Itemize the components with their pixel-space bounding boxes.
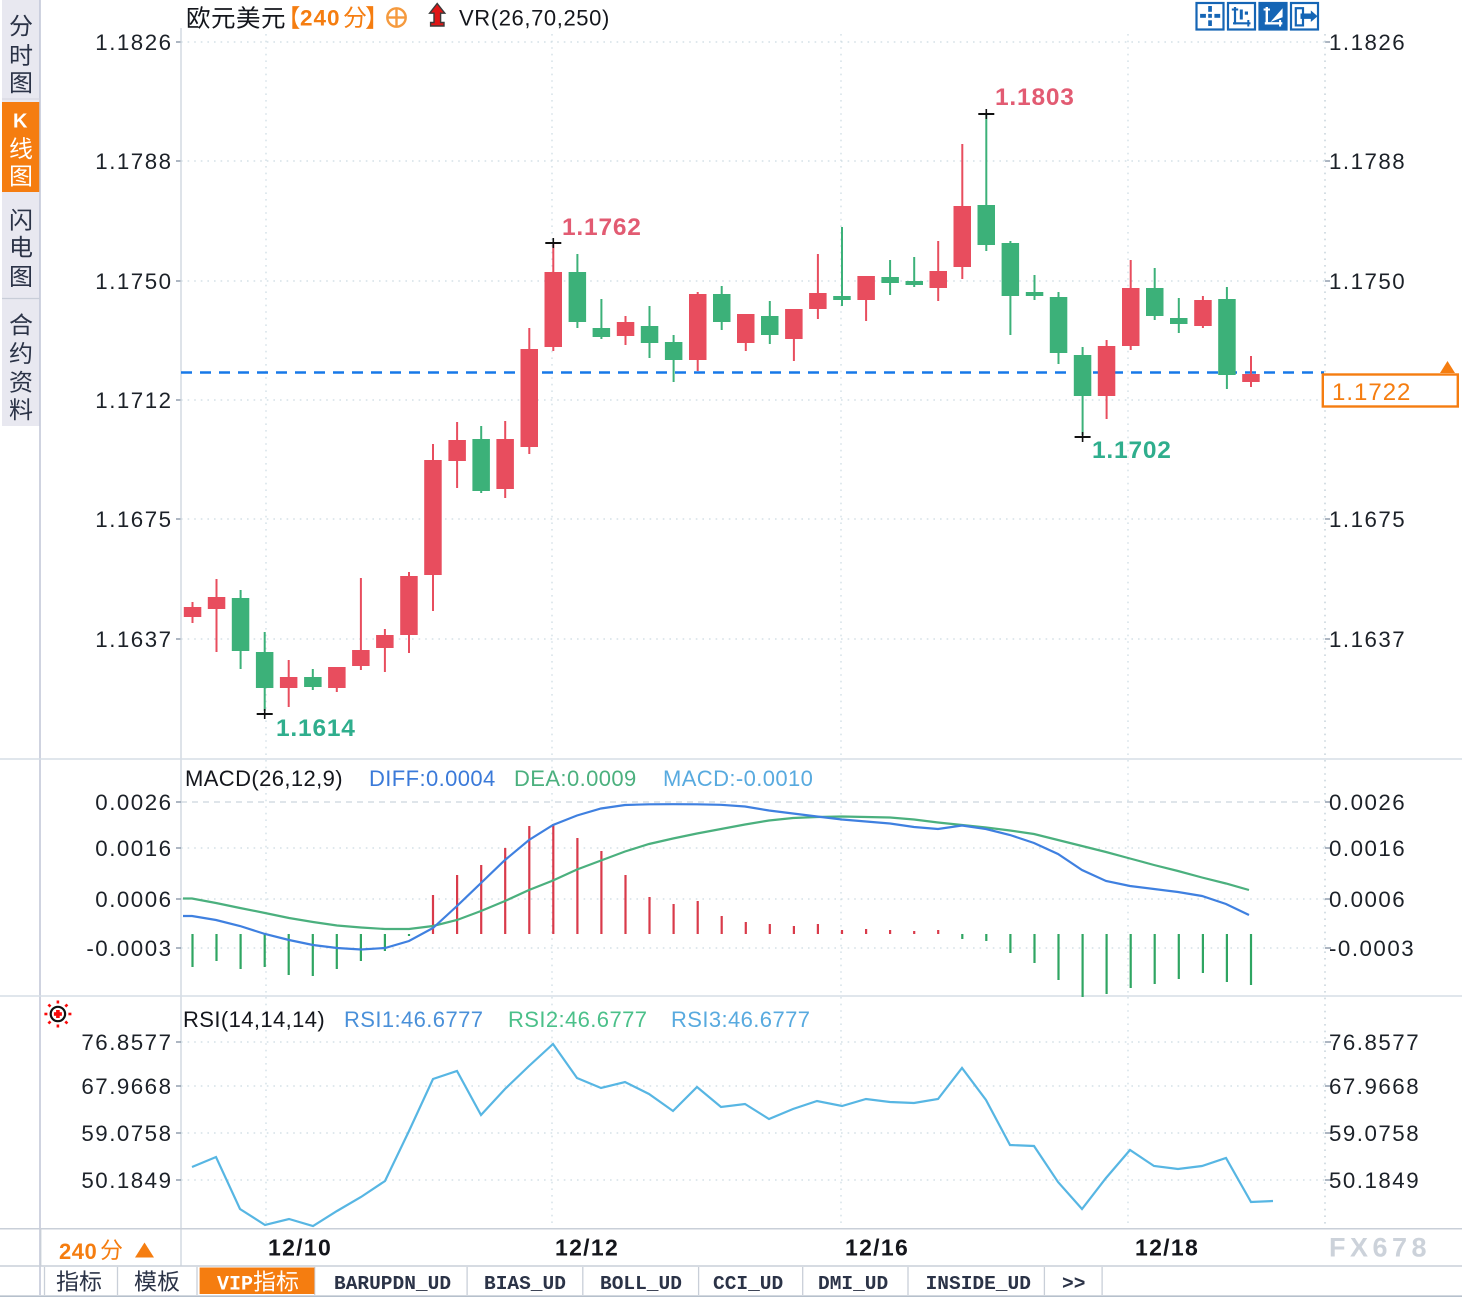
- svg-text:1.1826: 1.1826: [1329, 30, 1406, 55]
- svg-text:1.1826: 1.1826: [95, 30, 172, 55]
- svg-text:0.0026: 0.0026: [1329, 790, 1406, 815]
- svg-text:76.8577: 76.8577: [81, 1030, 172, 1055]
- svg-text:67.9668: 67.9668: [1329, 1074, 1420, 1099]
- svg-text:59.0758: 59.0758: [1329, 1121, 1420, 1146]
- svg-text:0.0016: 0.0016: [1329, 836, 1406, 861]
- svg-text:K: K: [13, 111, 29, 133]
- svg-text:0.0006: 0.0006: [1329, 887, 1406, 912]
- svg-text:CCI_UD: CCI_UD: [713, 1273, 783, 1295]
- svg-text:50.1849: 50.1849: [81, 1168, 172, 1193]
- svg-text:0.0026: 0.0026: [95, 790, 172, 815]
- svg-text:1.1788: 1.1788: [1329, 149, 1406, 174]
- svg-text:VR(26,70,250): VR(26,70,250): [459, 6, 610, 31]
- svg-text:67.9668: 67.9668: [81, 1074, 172, 1099]
- svg-text:240: 240: [59, 1239, 97, 1264]
- svg-text:1.1788: 1.1788: [95, 149, 172, 174]
- svg-text:RSI1:46.6777: RSI1:46.6777: [344, 1007, 483, 1032]
- svg-text:1.1750: 1.1750: [95, 269, 172, 294]
- svg-text:-0.0003: -0.0003: [86, 936, 172, 961]
- svg-text:50.1849: 50.1849: [1329, 1168, 1420, 1193]
- svg-text:12/18: 12/18: [1135, 1235, 1199, 1261]
- svg-text:RSI3:46.6777: RSI3:46.6777: [671, 1007, 810, 1032]
- svg-text:MACD:-0.0010: MACD:-0.0010: [663, 766, 813, 791]
- svg-text:240: 240: [300, 6, 341, 31]
- svg-text:1.1637: 1.1637: [1329, 627, 1406, 652]
- svg-text:1.1803: 1.1803: [995, 84, 1075, 111]
- svg-text:12/12: 12/12: [555, 1235, 619, 1261]
- svg-text:DMI_UD: DMI_UD: [818, 1273, 888, 1295]
- svg-text:BOLL_UD: BOLL_UD: [600, 1273, 682, 1295]
- svg-text:76.8577: 76.8577: [1329, 1030, 1420, 1055]
- svg-text:BARUPDN_UD: BARUPDN_UD: [334, 1273, 451, 1295]
- svg-text:1.1762: 1.1762: [562, 214, 642, 241]
- svg-text:INSIDE_UD: INSIDE_UD: [926, 1273, 1031, 1295]
- svg-text:12/16: 12/16: [845, 1235, 909, 1261]
- svg-text:1.1675: 1.1675: [1329, 507, 1406, 532]
- svg-text:12/10: 12/10: [268, 1235, 332, 1261]
- svg-text:BIAS_UD: BIAS_UD: [484, 1273, 566, 1295]
- svg-text:MACD(26,12,9): MACD(26,12,9): [185, 766, 343, 791]
- svg-text:1.1614: 1.1614: [276, 715, 356, 742]
- svg-text:>>: >>: [1062, 1273, 1085, 1295]
- svg-text:1.1675: 1.1675: [95, 507, 172, 532]
- svg-text:0.0006: 0.0006: [95, 887, 172, 912]
- svg-text:RSI(14,14,14): RSI(14,14,14): [183, 1007, 325, 1032]
- svg-text:-0.0003: -0.0003: [1329, 936, 1415, 961]
- svg-text:FX678: FX678: [1329, 1233, 1431, 1263]
- svg-text:DIFF:0.0004: DIFF:0.0004: [369, 766, 496, 791]
- svg-text:VIP: VIP: [217, 1274, 253, 1297]
- svg-text:1.1712: 1.1712: [95, 388, 172, 413]
- svg-text:DEA:0.0009: DEA:0.0009: [514, 766, 637, 791]
- svg-text:59.0758: 59.0758: [81, 1121, 172, 1146]
- svg-text:RSI2:46.6777: RSI2:46.6777: [508, 1007, 647, 1032]
- svg-text:1.1722: 1.1722: [1332, 379, 1411, 406]
- svg-text:1.1637: 1.1637: [95, 627, 172, 652]
- svg-text:1.1702: 1.1702: [1092, 437, 1172, 464]
- svg-text:0.0016: 0.0016: [95, 836, 172, 861]
- svg-text:1.1750: 1.1750: [1329, 269, 1406, 294]
